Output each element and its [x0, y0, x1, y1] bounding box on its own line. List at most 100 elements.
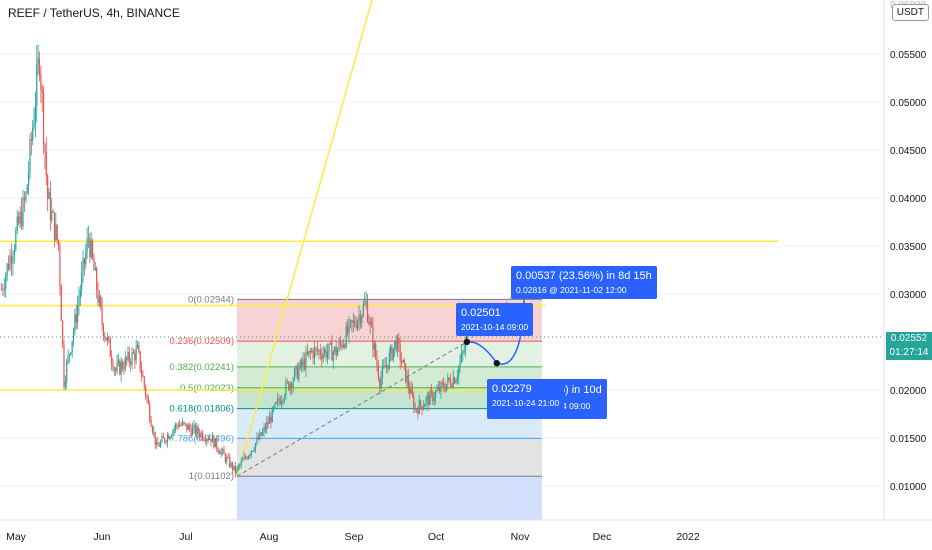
fib-label: 0.382(0.02241): [170, 362, 234, 373]
projection-point: [493, 360, 500, 367]
candle-body: [10, 255, 13, 264]
callout-mid[interactable]: 0.02279 2021-10-24 21:00: [487, 379, 565, 412]
candle-body: [437, 387, 439, 390]
fib-label: .786(0.01496): [175, 433, 234, 444]
candle-body: [91, 240, 94, 258]
symbol-title[interactable]: REEF / TetherUS, 4h, BINANCE: [8, 6, 180, 20]
candle-body: [283, 395, 286, 401]
candle-body: [6, 263, 8, 276]
candle-body: [299, 360, 301, 369]
candle-body: [388, 353, 390, 369]
candle-body: [72, 331, 75, 342]
callout-end[interactable]: 0.00537 (23.56%) in 8d 15h 0.02816 @ 202…: [511, 266, 657, 299]
candle-body: [342, 344, 344, 348]
candle-body: [422, 406, 424, 410]
candle-body: [428, 395, 430, 405]
candle-body: [111, 356, 113, 364]
candle-body: [140, 369, 143, 375]
candle-body: [186, 423, 188, 431]
candle-body: [217, 448, 219, 452]
candle-body: [47, 175, 49, 199]
candle-body: [364, 302, 366, 305]
candle-body: [247, 456, 249, 459]
candle-body: [223, 449, 225, 455]
candle-body: [359, 314, 362, 324]
candle-body: [464, 342, 467, 351]
candle-body: [66, 361, 68, 382]
candle-body: [424, 404, 426, 407]
callout-start[interactable]: 0.02501 2021-10-14 09:00: [456, 303, 534, 336]
candle-body: [193, 424, 195, 428]
candle-body: [279, 401, 281, 405]
candle-body: [366, 300, 369, 322]
candle-body: [380, 377, 382, 389]
candle-body: [30, 139, 32, 141]
candle-body: [0, 289, 2, 290]
candle-body: [256, 437, 258, 444]
candle-body: [168, 435, 170, 439]
candle-body: [244, 456, 247, 458]
candle-body: [194, 424, 196, 435]
candle-body: [250, 451, 252, 455]
candle-body: [312, 350, 314, 359]
time-tick-label: Jul: [179, 531, 192, 543]
candle-body: [451, 385, 453, 387]
candle-body: [349, 320, 352, 322]
candle-body: [71, 341, 73, 353]
candle-body: [395, 341, 397, 351]
candle-body: [230, 462, 232, 467]
currency-badge[interactable]: USDT: [891, 4, 929, 21]
candle-body: [108, 337, 110, 340]
candle-body: [432, 391, 434, 402]
candle-body: [77, 305, 79, 323]
candle-body: [334, 346, 336, 353]
candle-body: [200, 432, 202, 437]
candle-body: [16, 216, 18, 231]
candle-body: [67, 354, 69, 362]
candle-body: [101, 307, 103, 325]
candle-body: [233, 465, 235, 470]
candle-body: [441, 382, 443, 384]
candle-body: [246, 457, 248, 459]
candle-body: [191, 427, 194, 436]
candle-body: [399, 344, 401, 361]
candle-body: [253, 449, 255, 451]
fib-zone: [237, 438, 542, 477]
candle-body: [172, 430, 174, 436]
candle-body: [199, 433, 201, 437]
candle-body: [149, 404, 151, 421]
candle-body: [454, 377, 456, 384]
candle-body: [147, 398, 149, 405]
candle-body: [197, 426, 199, 434]
candle-body: [7, 263, 10, 270]
price-tick-label: 0.03500: [890, 242, 927, 253]
candle-body: [345, 326, 347, 348]
candle-body: [439, 387, 441, 392]
price-tick-label: 0.04500: [890, 146, 927, 157]
candle-body: [226, 457, 228, 462]
candle-body: [207, 439, 209, 440]
candle-body: [32, 127, 34, 141]
candle-body: [321, 355, 323, 359]
candle-body: [38, 58, 41, 75]
candle-body: [444, 388, 446, 391]
candle-body: [315, 347, 317, 349]
candle-body: [180, 424, 182, 426]
candle-body: [277, 398, 279, 402]
candle-body: [344, 344, 346, 348]
candle-body: [275, 401, 277, 404]
candle-body: [153, 431, 155, 433]
candle-body: [97, 290, 99, 303]
candle-body: [405, 363, 407, 383]
candle-body: [59, 246, 61, 287]
candle-body: [355, 325, 357, 328]
time-tick-label: Jun: [94, 531, 111, 543]
candle-body: [51, 211, 53, 221]
candle-body: [324, 349, 326, 354]
candle-body: [254, 443, 257, 450]
candle-body: [19, 211, 21, 224]
candle-body: [379, 378, 381, 389]
candle-body: [139, 351, 141, 370]
candle-body: [169, 436, 171, 439]
